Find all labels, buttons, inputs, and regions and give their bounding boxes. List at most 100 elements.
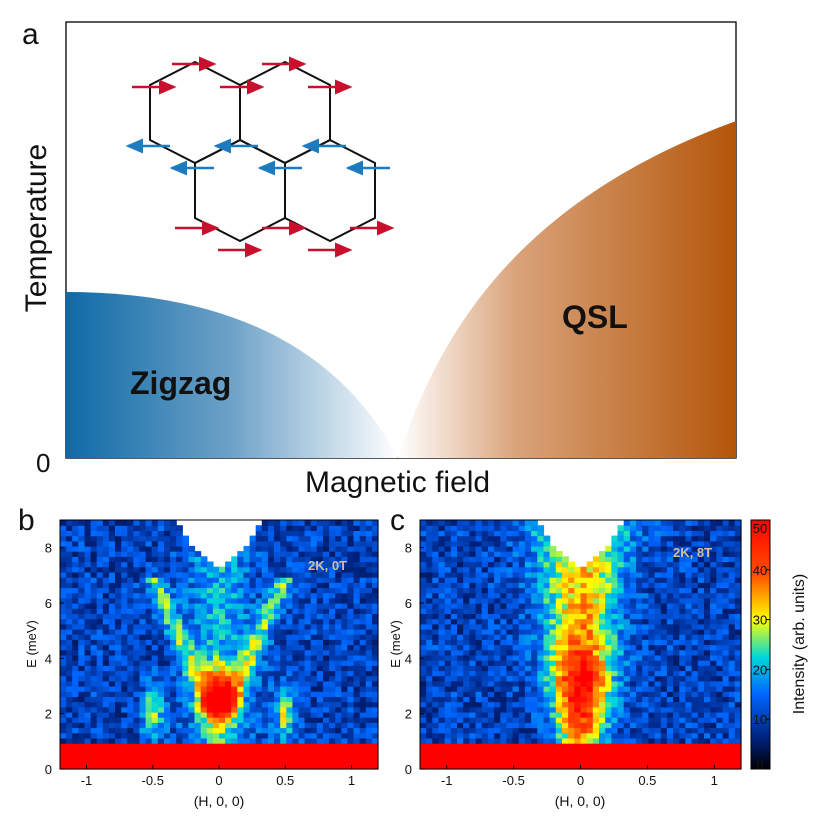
heatmap-cell: [365, 711, 373, 718]
heatmap-cell: [286, 582, 293, 589]
heatmap-cell: [629, 737, 637, 744]
heatmap-cell: [274, 701, 281, 708]
heatmap-cell: [734, 571, 742, 578]
heatmap-cell: [531, 670, 538, 677]
heatmap-cell: [518, 634, 526, 640]
heatmap-cell: [722, 639, 730, 646]
heatmap-cell: [66, 706, 73, 713]
heatmap-cell: [685, 566, 693, 573]
heatmap-cell: [562, 686, 569, 692]
heatmap-cell: [512, 665, 520, 672]
heatmap-cell: [286, 763, 293, 770]
heatmap-cell: [206, 587, 214, 594]
heatmap-cell: [200, 582, 208, 589]
heatmap-cell: [298, 686, 306, 692]
heatmap-cell: [617, 597, 625, 604]
heatmap-cell: [212, 691, 220, 697]
heatmap-cell: [531, 628, 538, 635]
heatmap-cell: [629, 743, 637, 749]
heatmap-cell: [487, 613, 495, 620]
heatmap-cell: [648, 582, 656, 589]
heatmap-cell: [194, 670, 202, 677]
heatmap-cell: [304, 675, 312, 682]
heatmap-cell: [420, 660, 427, 666]
heatmap-cell: [249, 727, 257, 734]
heatmap-cell: [176, 634, 183, 640]
heatmap-cell: [673, 628, 680, 635]
heatmap-cell: [108, 520, 116, 526]
heatmap-cell: [481, 748, 489, 755]
heatmap-cell: [353, 556, 361, 563]
heatmap-cell: [469, 628, 477, 635]
heatmap-cell: [219, 603, 226, 609]
heatmap-cell: [654, 727, 662, 734]
heatmap-cell: [60, 670, 67, 677]
heatmap-cell: [102, 649, 110, 656]
heatmap-cell: [170, 535, 177, 542]
heatmap-cell: [267, 634, 275, 640]
heatmap-cell: [444, 737, 452, 744]
heatmap-cell: [353, 649, 361, 656]
heatmap-cell: [463, 556, 470, 563]
heatmap-cell: [506, 587, 514, 594]
heatmap-cell: [212, 758, 220, 765]
heatmap-cell: [108, 675, 116, 682]
heatmap-cell: [648, 743, 656, 749]
heatmap-cell: [347, 628, 355, 635]
heatmap-cell: [660, 743, 668, 749]
heatmap-cell: [267, 603, 275, 609]
heatmap-cell: [568, 597, 575, 604]
heatmap-cell: [611, 556, 619, 563]
heatmap-cell: [710, 660, 717, 666]
heatmap-cell: [518, 525, 526, 531]
heatmap-cell: [365, 556, 373, 563]
heatmap-cell: [164, 520, 171, 526]
heatmap-cell: [426, 628, 433, 635]
heatmap-cell: [115, 561, 122, 568]
heatmap-cell: [450, 535, 458, 542]
heatmap-cell: [127, 706, 134, 713]
heatmap-cell: [60, 748, 67, 755]
heatmap-cell: [200, 654, 208, 661]
heatmap-cell: [310, 758, 318, 765]
heatmap-cell: [139, 525, 147, 531]
heatmap-cell: [316, 639, 324, 646]
heatmap-cell: [84, 696, 92, 703]
heatmap-cell: [722, 722, 730, 729]
heatmap-cell: [194, 737, 202, 744]
heatmap-cell: [200, 665, 208, 672]
heatmap-cell: [280, 696, 287, 703]
heatmap-cell: [298, 545, 306, 552]
heatmap-cell: [261, 675, 269, 682]
heatmap-cell: [206, 706, 214, 713]
heatmap-cell: [164, 686, 171, 692]
heatmap-cell: [512, 649, 520, 656]
heatmap-cell: [592, 556, 600, 563]
heatmap-cell: [617, 644, 625, 651]
heatmap-cell: [157, 582, 165, 589]
heatmap-cell: [365, 520, 373, 526]
heatmap-cell: [691, 561, 699, 568]
heatmap-cell: [444, 597, 452, 604]
heatmap-cell: [274, 618, 281, 625]
heatmap-cell: [568, 566, 575, 573]
heatmap-cell: [450, 722, 458, 729]
heatmap-cell: [636, 743, 643, 749]
heatmap-cell: [537, 711, 545, 718]
heatmap-cell: [636, 691, 643, 697]
heatmap-cell: [286, 696, 293, 703]
heatmap-cell: [292, 696, 300, 703]
heatmap-cell: [512, 691, 520, 697]
heatmap-cell: [697, 670, 705, 677]
heatmap-cell: [562, 644, 569, 651]
heatmap-cell: [512, 737, 520, 744]
zigzag-label: Zigzag: [130, 365, 231, 401]
heatmap-cell: [200, 561, 208, 568]
heatmap-cell: [310, 717, 318, 723]
heatmap-cell: [685, 571, 693, 578]
heatmap-cell: [90, 577, 98, 583]
heatmap-cell: [164, 551, 171, 557]
heatmap-cell: [121, 660, 128, 666]
heatmap-cell: [182, 587, 189, 594]
heatmap-cell: [574, 577, 582, 583]
